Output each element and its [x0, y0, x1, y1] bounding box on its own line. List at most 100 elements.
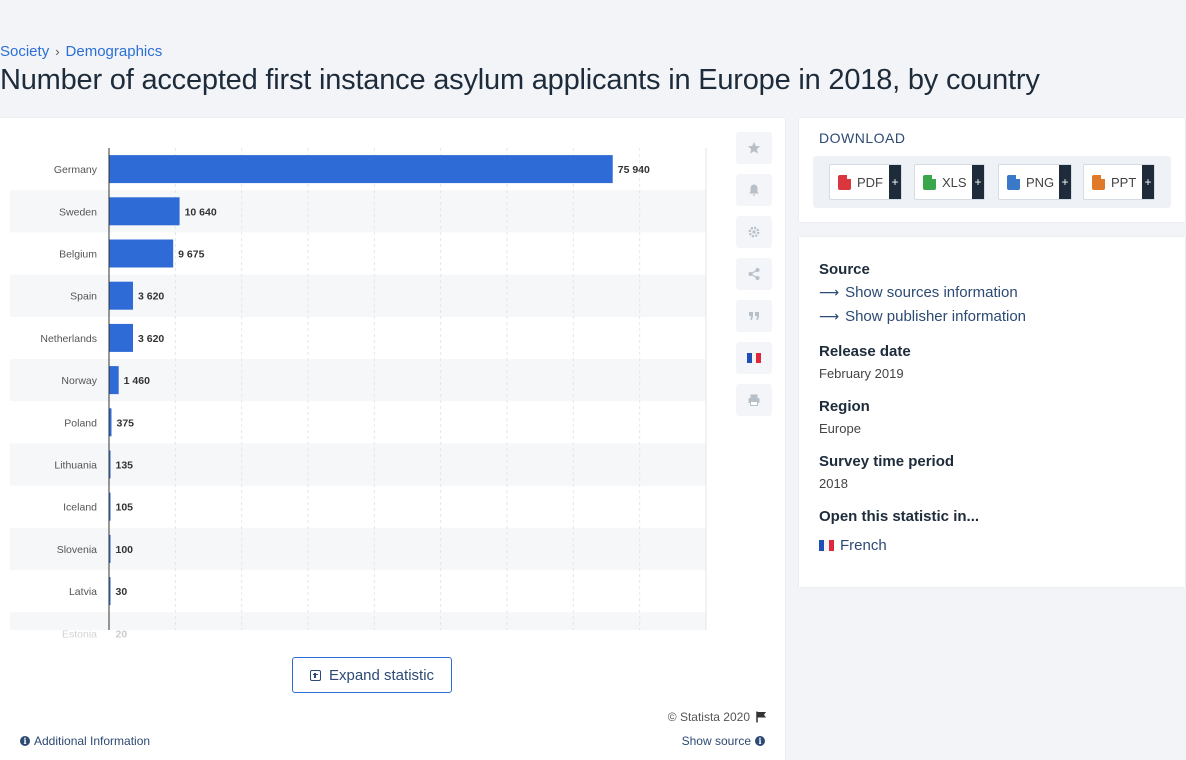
data-label: 30	[116, 586, 128, 598]
bar	[109, 155, 613, 184]
show-source-link[interactable]: Show source i	[682, 734, 765, 748]
expand-icon	[309, 669, 321, 681]
bell-icon[interactable]	[736, 174, 772, 206]
expand-statistic-button[interactable]: Expand statistic	[292, 657, 452, 693]
show-publisher-link[interactable]: ⟶ Show publisher information	[819, 308, 1026, 325]
data-label: 10 640	[185, 206, 217, 218]
additional-information-link[interactable]: i Additional Information	[20, 734, 150, 748]
category-label: Lithuania	[54, 460, 97, 472]
quote-icon[interactable]	[736, 300, 772, 332]
copyright: © Statista 2020	[668, 710, 767, 724]
share-icon[interactable]	[736, 258, 772, 290]
info-icon: i	[20, 736, 30, 746]
png-plus-button[interactable]: +	[1059, 165, 1071, 199]
data-label: 3 620	[138, 291, 164, 303]
breadcrumb-demographics[interactable]: Demographics	[65, 43, 163, 60]
release-date-value: February 2019	[819, 366, 904, 381]
survey-period-heading: Survey time period	[819, 453, 955, 470]
ppt-file-icon	[1092, 174, 1105, 190]
open-in-french-link[interactable]: French	[819, 537, 887, 554]
category-label: Norway	[61, 375, 97, 387]
source-heading: Source	[819, 261, 870, 278]
bar	[109, 408, 112, 437]
show-sources-link[interactable]: ⟶ Show sources information	[819, 284, 1018, 301]
bar	[109, 323, 134, 352]
chart-toolbar	[736, 132, 772, 426]
category-label: Iceland	[63, 502, 97, 514]
data-label: 135	[116, 460, 134, 472]
category-label: Poland	[64, 417, 97, 429]
gear-icon[interactable]	[736, 216, 772, 248]
xls-file-icon	[923, 174, 936, 190]
bar	[109, 239, 174, 268]
pdf-plus-button[interactable]: +	[889, 165, 901, 199]
page-title: Number of accepted first instance asylum…	[0, 64, 1040, 96]
download-bar: PDF + XLS + PNG + PPT +	[813, 156, 1171, 208]
data-label: 20	[116, 628, 128, 640]
expand-label: Expand statistic	[328, 666, 435, 684]
data-label: 1 460	[124, 375, 150, 387]
pdf-label: PDF	[857, 174, 883, 190]
category-label: Latvia	[69, 586, 97, 598]
bar	[109, 450, 111, 479]
download-panel: DOWNLOAD PDF + XLS + PNG + PPT +	[799, 118, 1185, 222]
show-source-label: Show source	[681, 734, 751, 748]
row-band	[10, 443, 706, 486]
release-date-heading: Release date	[819, 343, 911, 360]
png-file-icon	[1007, 174, 1020, 190]
xls-label: XLS	[942, 174, 967, 190]
category-label: Netherlands	[40, 333, 97, 345]
bar-chart: Germany 75 940 Sweden 10 640 Belgium 9 675 Spa…	[10, 148, 707, 640]
show-sources-label: Show sources information	[845, 284, 1018, 301]
region-value: Europe	[819, 421, 861, 436]
arrow-right-icon: ⟶	[819, 308, 840, 324]
data-label: 75 940	[618, 164, 650, 176]
ppt-label: PPT	[1111, 174, 1137, 190]
open-statistic-heading: Open this statistic in...	[819, 508, 980, 525]
star-icon[interactable]	[736, 132, 772, 164]
category-label: Spain	[70, 291, 97, 303]
flag-report-icon[interactable]	[756, 711, 767, 723]
bar	[109, 492, 111, 521]
chart-card: Germany 75 940 Sweden 10 640 Belgium 9 675 Spa…	[0, 118, 785, 760]
print-icon[interactable]	[736, 384, 772, 416]
ppt-plus-button[interactable]: +	[1142, 165, 1154, 199]
bar	[109, 534, 111, 563]
bar	[109, 577, 111, 606]
download-title: DOWNLOAD	[819, 130, 906, 146]
french-flag-icon	[819, 540, 834, 551]
additional-information-label: Additional Information	[34, 734, 151, 748]
french-flag-icon[interactable]	[736, 342, 772, 374]
category-label: Estonia	[62, 628, 97, 640]
download-xls-button[interactable]: XLS +	[914, 164, 985, 200]
copyright-text: © Statista 2020	[667, 710, 750, 724]
download-ppt-button[interactable]: PPT +	[1083, 164, 1155, 200]
png-label: PNG	[1026, 174, 1055, 190]
bar	[109, 366, 119, 395]
row-band	[10, 527, 706, 570]
arrow-right-icon: ⟶	[819, 284, 840, 300]
data-label: 100	[116, 544, 134, 556]
breadcrumb-separator: ›	[55, 44, 60, 59]
french-label: French	[840, 537, 887, 554]
breadcrumb: Society › Demographics	[0, 43, 162, 60]
data-label: 105	[116, 502, 134, 514]
pdf-file-icon	[838, 174, 851, 190]
source-panel: Source ⟶ Show sources information ⟶ Show…	[799, 237, 1185, 587]
bar	[109, 281, 134, 310]
row-band	[10, 612, 706, 630]
row-band	[10, 359, 706, 402]
survey-period-value: 2018	[819, 476, 848, 491]
bar	[109, 197, 180, 226]
data-label: 375	[116, 417, 134, 429]
breadcrumb-society[interactable]: Society	[0, 43, 50, 60]
category-label: Germany	[54, 164, 98, 176]
show-publisher-label: Show publisher information	[845, 308, 1027, 325]
category-label: Belgium	[59, 249, 97, 261]
download-png-button[interactable]: PNG +	[998, 164, 1072, 200]
download-pdf-button[interactable]: PDF +	[829, 164, 902, 200]
region-heading: Region	[819, 398, 870, 415]
xls-plus-button[interactable]: +	[972, 165, 984, 199]
category-label: Slovenia	[57, 544, 97, 556]
data-label: 3 620	[138, 333, 164, 345]
